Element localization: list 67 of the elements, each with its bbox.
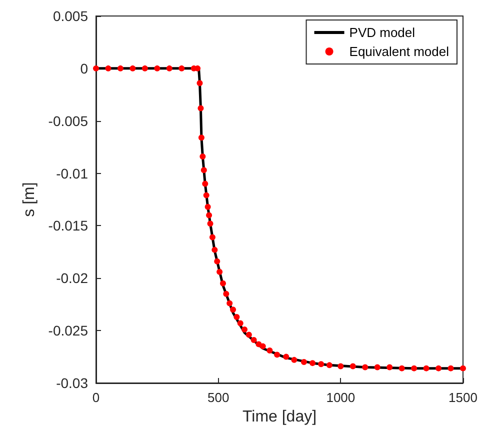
x-tick-label: 0 [92, 390, 100, 405]
point [200, 167, 207, 174]
point [200, 154, 206, 160]
point [223, 290, 230, 297]
point [209, 234, 216, 240]
point [220, 280, 226, 286]
point [130, 65, 136, 72]
point [300, 359, 307, 366]
point [93, 65, 99, 72]
point [142, 65, 148, 72]
point [423, 365, 430, 372]
y-axis-title: s [m] [20, 182, 38, 217]
legend-label: Equivalent model [349, 44, 450, 59]
point [117, 65, 124, 72]
y-tick-label: 0.005 [52, 8, 88, 24]
x-tick-label: 1500 [448, 390, 478, 405]
point [374, 364, 380, 370]
point [216, 268, 223, 275]
point [226, 300, 233, 306]
point [166, 65, 172, 72]
point [326, 362, 332, 368]
point [242, 326, 248, 333]
point [448, 365, 454, 372]
point [105, 65, 112, 72]
point [203, 192, 210, 198]
x-axis-title: Time [day] [242, 408, 317, 426]
point [207, 220, 214, 227]
point [246, 332, 252, 338]
point [310, 360, 316, 366]
y-tick-label: -0.025 [48, 322, 88, 339]
point [204, 204, 211, 210]
point [411, 365, 418, 372]
point [436, 365, 442, 372]
point [206, 212, 212, 218]
point [274, 352, 280, 358]
point [291, 356, 298, 363]
point [283, 354, 290, 360]
point [386, 364, 393, 370]
point [178, 65, 185, 72]
point [196, 80, 203, 86]
point [250, 337, 257, 344]
legend-label: PVD model [349, 25, 416, 40]
point [198, 105, 204, 112]
point [398, 365, 405, 372]
point [212, 246, 218, 253]
point [198, 134, 204, 141]
point [260, 343, 266, 350]
y-tick-label: -0.005 [48, 112, 88, 129]
y-tick-label: -0.03 [56, 375, 88, 391]
point [154, 65, 160, 72]
x-tick-label: 500 [207, 390, 230, 405]
point [460, 365, 466, 372]
point [266, 347, 273, 354]
point [202, 180, 208, 187]
point [230, 306, 236, 313]
y-tick-label: -0.01 [56, 165, 88, 182]
point [318, 361, 324, 368]
x-tick-label: 1000 [326, 390, 356, 405]
point [350, 363, 356, 370]
point [234, 314, 240, 320]
point [338, 363, 344, 370]
point [214, 258, 220, 264]
y-tick-label: -0.015 [48, 218, 88, 234]
point [362, 364, 368, 370]
y-tick-label: 0 [80, 60, 88, 76]
point [237, 320, 244, 326]
y-tick-label: -0.02 [56, 270, 88, 286]
